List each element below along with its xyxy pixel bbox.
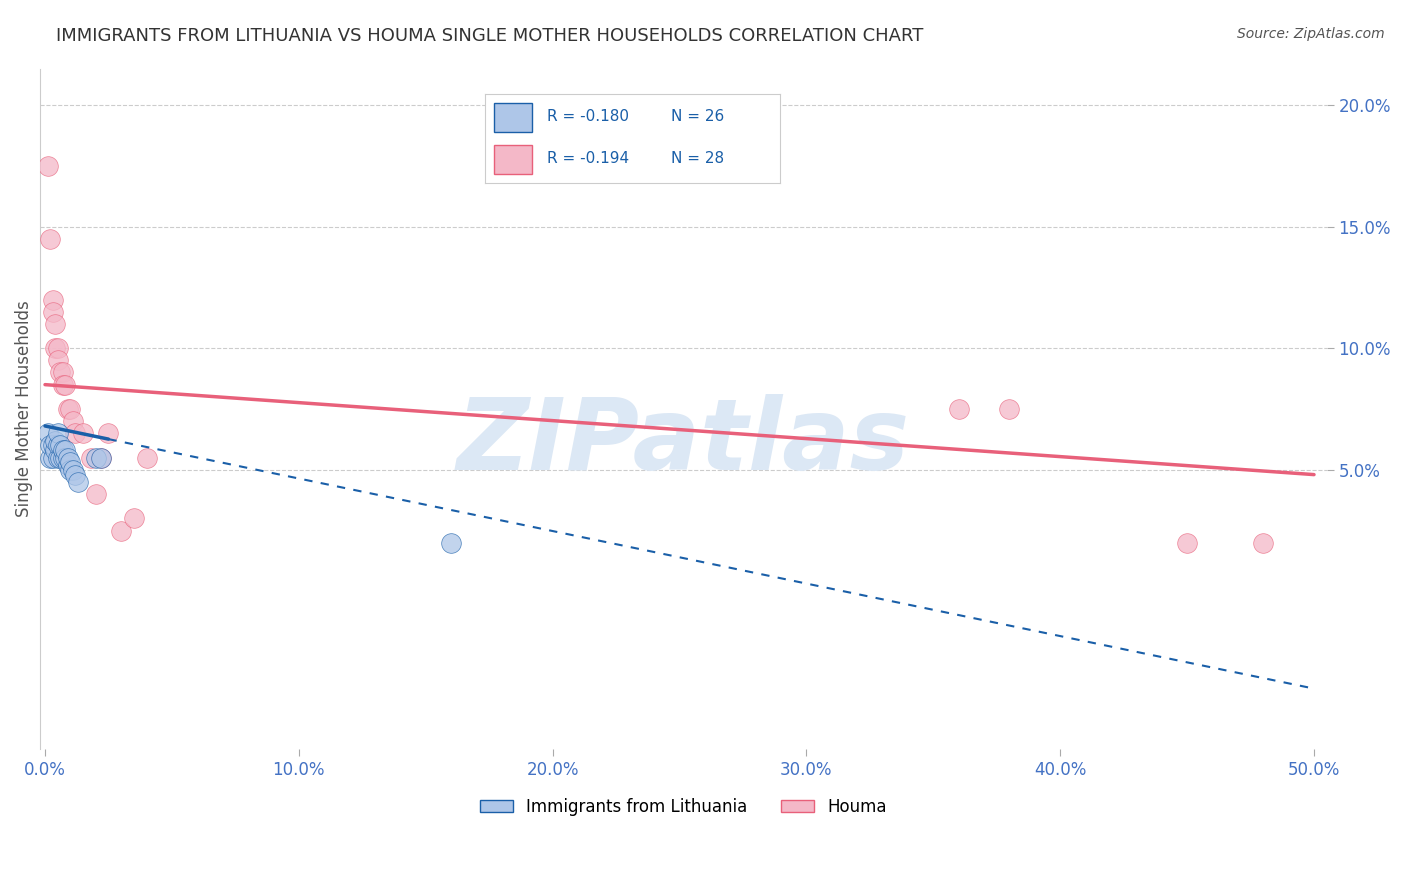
Point xyxy=(44,341,66,355)
Point xyxy=(41,438,63,452)
Point xyxy=(135,450,157,465)
Point xyxy=(52,443,75,458)
Point xyxy=(49,366,72,380)
Point xyxy=(46,438,69,452)
Text: R = -0.194: R = -0.194 xyxy=(547,152,630,166)
Point xyxy=(66,475,89,489)
Text: IMMIGRANTS FROM LITHUANIA VS HOUMA SINGLE MOTHER HOUSEHOLDS CORRELATION CHART: IMMIGRANTS FROM LITHUANIA VS HOUMA SINGL… xyxy=(56,27,924,45)
Text: N = 28: N = 28 xyxy=(671,152,724,166)
Point xyxy=(84,487,107,501)
Point xyxy=(44,317,66,331)
Legend: Immigrants from Lithuania, Houma: Immigrants from Lithuania, Houma xyxy=(472,791,894,822)
Point xyxy=(62,414,84,428)
Point xyxy=(65,426,87,441)
Point xyxy=(90,450,112,465)
Point xyxy=(41,450,63,465)
Point xyxy=(80,450,103,465)
Y-axis label: Single Mother Households: Single Mother Households xyxy=(15,301,32,517)
Point xyxy=(56,458,79,472)
Point xyxy=(53,450,76,465)
Point xyxy=(59,463,82,477)
Point xyxy=(440,535,463,549)
Point xyxy=(72,426,94,441)
Point xyxy=(97,426,120,441)
Point xyxy=(110,524,132,538)
Point xyxy=(122,511,145,525)
Point xyxy=(46,341,69,355)
Point xyxy=(62,463,84,477)
Point xyxy=(56,450,79,465)
Point xyxy=(52,377,75,392)
Point xyxy=(53,443,76,458)
Point xyxy=(39,450,62,465)
Text: N = 26: N = 26 xyxy=(671,110,724,124)
Point xyxy=(84,450,107,465)
Point xyxy=(49,438,72,452)
Point xyxy=(65,467,87,482)
Point xyxy=(90,450,112,465)
Point xyxy=(56,401,79,416)
Point xyxy=(39,438,62,452)
Point xyxy=(46,450,69,465)
Point xyxy=(37,159,59,173)
Point xyxy=(46,353,69,368)
FancyBboxPatch shape xyxy=(494,145,533,174)
Point xyxy=(948,401,970,416)
Point xyxy=(1175,535,1198,549)
Point xyxy=(53,377,76,392)
Text: R = -0.180: R = -0.180 xyxy=(547,110,628,124)
Point xyxy=(39,232,62,246)
Point xyxy=(52,366,75,380)
Point xyxy=(49,450,72,465)
Point xyxy=(59,401,82,416)
Point xyxy=(998,401,1021,416)
Point xyxy=(44,434,66,448)
Point xyxy=(1251,535,1274,549)
Point xyxy=(41,293,63,307)
Text: Source: ZipAtlas.com: Source: ZipAtlas.com xyxy=(1237,27,1385,41)
Point xyxy=(37,426,59,441)
Point xyxy=(59,455,82,469)
Point xyxy=(52,450,75,465)
Point xyxy=(41,304,63,318)
Point xyxy=(46,426,69,441)
Point xyxy=(44,443,66,458)
Text: ZIPatlas: ZIPatlas xyxy=(457,394,910,491)
FancyBboxPatch shape xyxy=(494,103,533,132)
